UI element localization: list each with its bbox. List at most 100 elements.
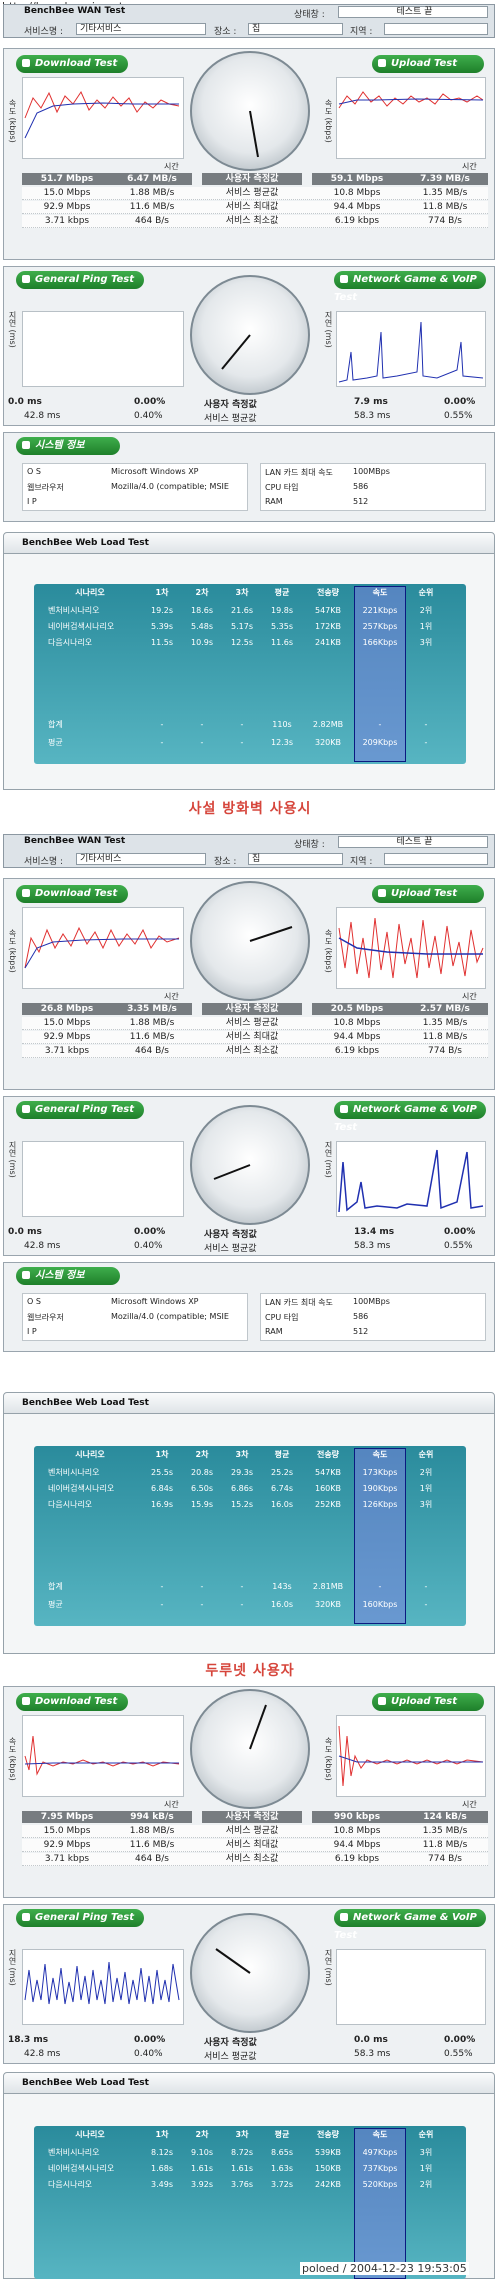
table-cell: 110s bbox=[272, 720, 292, 729]
sysinfo-label: 시스템 정보 bbox=[16, 437, 120, 455]
value: 11.8 MB/s bbox=[422, 1840, 468, 1850]
table-cell: 320KB bbox=[314, 738, 341, 747]
ram-value: 512 bbox=[353, 1327, 369, 1336]
upload-chart bbox=[336, 77, 486, 159]
col-rank: 순위 bbox=[418, 588, 434, 597]
table-cell: 1.68s bbox=[151, 2164, 173, 2173]
table-cell: 6.50s bbox=[191, 1484, 213, 1493]
download-gauge bbox=[190, 1689, 310, 1809]
table-cell: 1.61s bbox=[191, 2164, 213, 2173]
col-avg: 평균 bbox=[274, 2130, 290, 2139]
col-speed: 속도 bbox=[372, 588, 388, 597]
table-cell: 172KB bbox=[314, 622, 341, 631]
place-field[interactable]: 집 bbox=[248, 853, 343, 865]
browser-label: 웹브라우저 bbox=[27, 1313, 64, 1322]
table-cell: 16.0s bbox=[271, 1600, 293, 1609]
ping-test-label: General Ping Test bbox=[16, 1909, 144, 1927]
value: 464 B/s bbox=[135, 1046, 169, 1056]
value: 6.19 kbps bbox=[334, 216, 380, 226]
download-graph-lines bbox=[24, 1735, 180, 1776]
service-field[interactable]: 기타서비스 bbox=[76, 853, 206, 865]
table-cell: - bbox=[424, 1600, 428, 1609]
row-label: 서비스 최대값 bbox=[225, 1840, 279, 1850]
user-measured-row: 26.8 Mbps 3.35 MB/s 사용자 측정값 20.5 Mbps 2.… bbox=[22, 1003, 488, 1015]
value: 1.88 MB/s bbox=[129, 1826, 175, 1836]
table-cell: 네이버검색시나리오 bbox=[48, 2164, 115, 2173]
speed-test-section-1: Download Test Upload Test 속도 (kbps) 시간 속… bbox=[3, 48, 495, 260]
table-cell: 5.17s bbox=[231, 622, 253, 631]
upload-mbs: 2.57 MB/s bbox=[402, 1003, 488, 1015]
table-cell: - bbox=[378, 720, 382, 729]
value: 1.35 MB/s bbox=[422, 1826, 468, 1836]
table-cell: 12.3s bbox=[271, 738, 293, 747]
ip-label: I P bbox=[27, 1327, 37, 1336]
ip-label: I P bbox=[27, 497, 37, 506]
place-label: 장소 : bbox=[214, 27, 237, 37]
download-mbs: 6.47 MB/s bbox=[112, 173, 192, 185]
y-axis-label: 지연 (ms) bbox=[324, 1949, 333, 1986]
value: 94.4 Mbps bbox=[333, 202, 381, 212]
value: 11.6 MB/s bbox=[129, 1032, 175, 1042]
sysinfo-right-table: LAN 카드 최대 속도 100MBps CPU 타입 586 RAM 512 bbox=[260, 1293, 486, 1341]
row-label: 사용자 측정값 bbox=[202, 173, 302, 185]
row-label: 사용자 측정값 bbox=[204, 2038, 257, 2048]
service-field[interactable]: 기타서비스 bbox=[76, 23, 206, 35]
game-user-loss: 0.00% bbox=[444, 1227, 476, 1237]
value: 1.88 MB/s bbox=[129, 1018, 175, 1028]
row-label: 서비스 최소값 bbox=[225, 1046, 279, 1056]
game-chart bbox=[336, 1141, 486, 1217]
row-label: 서비스 평균값 bbox=[204, 1244, 257, 1254]
region-field[interactable] bbox=[384, 853, 488, 865]
table-cell: 평균 bbox=[48, 738, 63, 747]
game-chart bbox=[336, 311, 486, 387]
ram-value: 512 bbox=[353, 497, 369, 506]
y-axis-label: 지연 (ms) bbox=[8, 1949, 17, 1986]
table-cell: 160KB bbox=[314, 1484, 341, 1493]
game-graph-lines bbox=[338, 1149, 484, 1213]
y-axis-label: 지연 (ms) bbox=[8, 1141, 17, 1178]
region-field[interactable] bbox=[384, 23, 488, 35]
row-label: 사용자 측정값 bbox=[202, 1003, 302, 1015]
webload-section-2: 시나리오 1차 2차 3차 평균 전송량 속도 순위 벤처비시나리오 25.5s 2… bbox=[3, 1414, 495, 1654]
upload-test-label: Upload Test bbox=[372, 885, 484, 903]
speed-column-highlight bbox=[354, 586, 406, 762]
webload-section-1: 시나리오 1차 2차 3차 평균 전송량 속도 순위 벤처비시나리오 19.2s 1… bbox=[3, 554, 495, 790]
svc-min-row: 3.71 kbps 464 B/s 서비스 최소값 6.19 kbps 774 … bbox=[22, 215, 488, 228]
sysinfo-left-table: O S Microsoft Windows XP 웹브라우저 Mozilla/4… bbox=[22, 1293, 248, 1341]
value: 6.19 kbps bbox=[334, 1046, 380, 1056]
ping-user-ms: 18.3 ms bbox=[8, 2035, 49, 2045]
table-cell: 320KB bbox=[314, 1600, 341, 1609]
status-label: 상태창 : bbox=[294, 10, 325, 20]
y-axis-label: 지연 (ms) bbox=[8, 311, 17, 348]
ping-chart bbox=[22, 1141, 184, 1217]
cpu-label: CPU 타입 bbox=[265, 483, 299, 492]
wan-status-bar: BenchBee WAN Test 상태창 : 테스트 끝 서비스명 : 기타서… bbox=[3, 4, 495, 38]
table-cell: 539KB bbox=[314, 2148, 341, 2157]
service-label: 서비스명 : bbox=[24, 857, 64, 867]
place-field[interactable]: 집 bbox=[248, 23, 343, 35]
footer-signature: poloed / 2004-12-23 19:53:05 bbox=[300, 2262, 469, 2275]
table-cell: 11.6s bbox=[271, 638, 293, 647]
table-cell: 3.92s bbox=[191, 2180, 213, 2189]
os-value: Microsoft Windows XP bbox=[111, 467, 199, 476]
webload-title-bar: BenchBee Web Load Test bbox=[3, 2072, 495, 2094]
col-3rd: 3차 bbox=[235, 2130, 249, 2139]
value: 774 B/s bbox=[428, 1854, 462, 1864]
table-cell: 252KB bbox=[314, 1500, 341, 1509]
x-axis-label: 시간 bbox=[164, 162, 179, 171]
upload-chart bbox=[336, 1715, 486, 1797]
table-cell: 벤처비시나리오 bbox=[48, 1468, 100, 1477]
browser-value: Mozilla/4.0 (compatible; MSIE bbox=[111, 482, 229, 491]
wan-title: BenchBee WAN Test bbox=[24, 836, 126, 846]
download-test-label: Download Test bbox=[16, 55, 128, 73]
col-rank: 순위 bbox=[418, 1450, 434, 1459]
game-svc-ms: 58.3 ms bbox=[354, 411, 391, 421]
download-mbps: 51.7 Mbps bbox=[22, 173, 112, 185]
table-cell: 12.5s bbox=[231, 638, 253, 647]
table-cell: - bbox=[240, 720, 244, 729]
game-user-ms: 0.0 ms bbox=[354, 2035, 388, 2045]
status-field: 테스트 끝 bbox=[338, 6, 488, 18]
table-cell: 190Kbps bbox=[362, 1484, 398, 1493]
speed-column-highlight bbox=[354, 1448, 406, 1624]
browser-value: Mozilla/4.0 (compatible; MSIE bbox=[111, 1312, 229, 1321]
